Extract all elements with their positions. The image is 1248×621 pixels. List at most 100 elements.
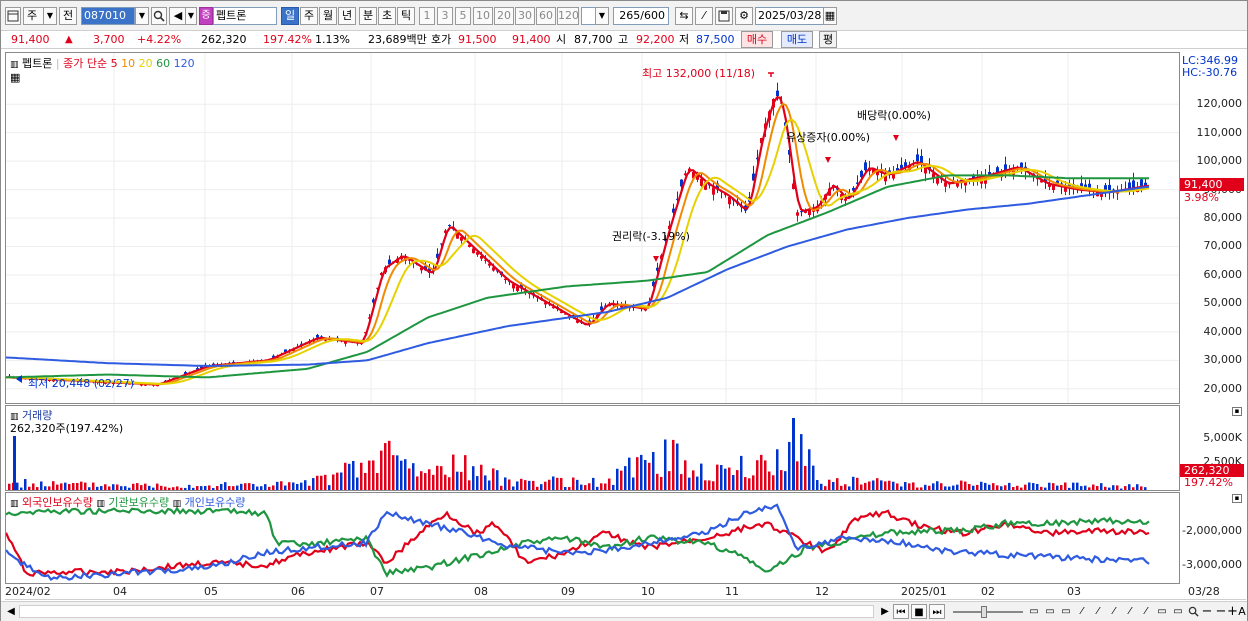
legend-menu-icon[interactable]: ▥ [10, 60, 19, 70]
minute-60-button[interactable]: 60 [536, 7, 556, 25]
layout-icon-3[interactable]: ▭ [1061, 606, 1071, 617]
speaker-dropdown-icon[interactable]: ▼ [185, 7, 197, 25]
stock-name-field[interactable]: 펩트론 [213, 7, 277, 25]
search-icon[interactable] [151, 7, 167, 25]
minute-20-button[interactable]: 20 [494, 7, 514, 25]
volume-bar [384, 443, 387, 490]
volume-bar [772, 475, 775, 490]
volume-bar [524, 480, 527, 490]
volume-bar [80, 481, 83, 490]
candle-body [676, 198, 679, 200]
volume-bar [184, 487, 187, 490]
draw-icon-1[interactable]: ⁄ [1081, 606, 1083, 617]
holder-chart-panel[interactable]: ▥ 외국인보유수량 ▥ 기관보유수량 ▥ 개인보유수량 [5, 492, 1180, 584]
calendar-icon[interactable]: ▦ [823, 7, 837, 25]
eval-button[interactable]: 평 [819, 31, 837, 48]
zoom-search-icon[interactable] [1187, 604, 1199, 619]
volume-bar [128, 487, 131, 490]
date-label: 2024/02 [5, 585, 51, 598]
minute-30-button[interactable]: 30 [515, 7, 535, 25]
gear-icon[interactable]: ⚙ [735, 7, 753, 25]
candle-body [388, 259, 391, 265]
scroll-left-icon[interactable]: ◀ [7, 606, 15, 617]
font-size-icon[interactable]: A [1238, 605, 1246, 618]
volume-bar [280, 481, 283, 490]
interval-dropdown-icon[interactable]: ▼ [595, 7, 609, 25]
prev-button[interactable]: 전 [59, 7, 77, 25]
volume-bar [224, 482, 227, 490]
minute-120-button[interactable]: 120 [557, 7, 579, 25]
volume-chart-panel[interactable]: ▥ 거래량 262,320주(197.42%) [5, 405, 1180, 491]
sell-button[interactable]: 매도 [781, 31, 813, 48]
candle-body [480, 255, 483, 259]
last-icon[interactable]: ⏭ [929, 604, 945, 619]
holder-chart-svg[interactable] [6, 493, 1179, 583]
stop-icon[interactable]: ■ [911, 604, 927, 619]
minus-icon[interactable]: − [1215, 604, 1227, 619]
chevron-down-icon[interactable]: ▼ [43, 7, 57, 25]
draw-icon-2[interactable]: ⁄ [1097, 606, 1099, 617]
period-tick-button[interactable]: 틱 [397, 7, 415, 25]
open-label: 시 [556, 33, 567, 46]
minute-5-button[interactable]: 5 [455, 7, 471, 25]
minute-10-button[interactable]: 10 [473, 7, 493, 25]
layout-icon-2[interactable]: ▭ [1045, 606, 1055, 617]
period-day-button[interactable]: 일 [281, 7, 299, 25]
zoom-slider-handle[interactable] [981, 606, 987, 618]
candle-body [776, 90, 779, 97]
scroll-right-icon[interactable]: ▶ [881, 606, 889, 617]
window-icon[interactable] [5, 7, 21, 25]
draw-icon-3[interactable]: ⁄ [1113, 606, 1115, 617]
prev-label: 전 [62, 9, 74, 22]
price-tick-label: 70,000 [1203, 239, 1243, 253]
buy-button[interactable]: 매수 [741, 31, 773, 48]
date-input[interactable]: 2025/03/28 [755, 7, 825, 25]
volume-bar [488, 480, 491, 490]
minute-1-button[interactable]: 1 [419, 7, 435, 25]
price-chart-panel[interactable]: ▥ 펩트론 | 종가 단순 5 10 20 60 120 ▦ 최고 132,00… [5, 52, 1180, 404]
volume-menu-icon[interactable]: ▥ [10, 412, 19, 422]
zoom-in-icon[interactable]: + [1227, 604, 1238, 619]
save-icon[interactable] [715, 7, 733, 25]
first-icon[interactable]: ⏮ [893, 604, 909, 619]
compare-icon[interactable]: ⇆ [675, 7, 693, 25]
ma-line-10 [6, 102, 1150, 386]
holder-menu-icon-3[interactable]: ▥ [172, 499, 182, 509]
price-chart-svg[interactable] [6, 53, 1179, 403]
layout-icon-1[interactable]: ▭ [1029, 606, 1039, 617]
zoom-slider[interactable] [953, 611, 1023, 613]
draw-icon-6[interactable]: ▭ [1157, 606, 1167, 617]
draw-icon-5[interactable]: ⁄ [1145, 606, 1147, 617]
buy-label: 매수 [746, 33, 768, 46]
volume-bar [156, 483, 159, 490]
period-minute-button[interactable]: 분 [359, 7, 377, 25]
date-label: 06 [291, 585, 305, 598]
draw-icon-4[interactable]: ⁄ [1129, 606, 1131, 617]
period-year-button[interactable]: 년 [338, 7, 356, 25]
draw-icon-7[interactable]: ▭ [1173, 606, 1183, 617]
date-label: 03 [1067, 585, 1081, 598]
volume-chart-svg[interactable] [6, 406, 1179, 490]
candle-body [1044, 176, 1047, 183]
scroll-track[interactable] [19, 605, 874, 618]
minute-3-button[interactable]: 3 [437, 7, 453, 25]
ma-legend-60: 60 [152, 57, 171, 70]
grid-icon[interactable]: ▦ [10, 71, 21, 84]
volume-bar [724, 468, 727, 490]
volume-bar [484, 475, 487, 490]
count-input[interactable]: 265/600 [613, 7, 669, 25]
zoom-out-icon[interactable]: − [1201, 604, 1213, 619]
stock-code-input[interactable]: 087010 [81, 7, 135, 25]
code-dropdown-icon[interactable]: ▼ [135, 7, 149, 25]
volume-close-icon[interactable]: ▪ [1232, 407, 1242, 416]
holder-close-icon[interactable]: ▪ [1232, 494, 1242, 503]
candle-body [576, 320, 579, 323]
draw-tool-icon[interactable]: ⁄ [695, 7, 713, 25]
period-month-button[interactable]: 월 [319, 7, 337, 25]
volume-bar [712, 481, 715, 490]
holder-menu-icon-2[interactable]: ▥ [96, 499, 105, 509]
holder-menu-icon[interactable]: ▥ [10, 499, 19, 509]
up-arrow-icon: ▲ [65, 34, 73, 45]
period-second-button[interactable]: 초 [378, 7, 396, 25]
period-week-button[interactable]: 주 [300, 7, 318, 25]
